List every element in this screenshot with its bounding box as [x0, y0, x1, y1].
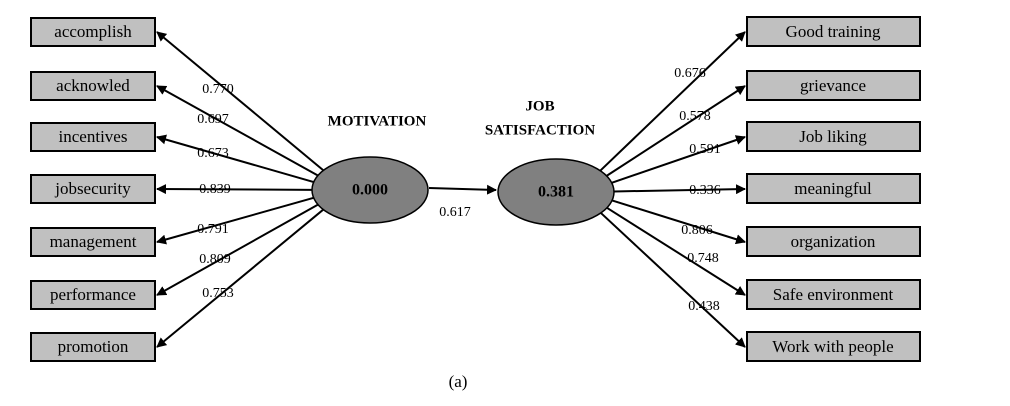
loading-value: 0.673	[197, 146, 229, 161]
loading-value: 0.676	[674, 66, 706, 81]
latent-value: 0.381	[538, 184, 574, 201]
indicator-box	[746, 16, 921, 47]
indicator-label: promotion	[58, 337, 129, 356]
loading-value: 0.748	[687, 251, 719, 266]
loading-value: 0.438	[688, 299, 720, 314]
loading-arrow	[613, 184, 746, 195]
indicator-label: Good training	[786, 22, 881, 41]
indicator-label: jobsecurity	[54, 179, 131, 198]
indicator-box	[30, 280, 156, 310]
caption: (a)	[449, 372, 468, 391]
latent-title: SATISFACTION	[485, 122, 595, 138]
latent-title: JOB	[525, 98, 554, 114]
loading-arrow	[606, 85, 746, 177]
loading-arrow	[156, 85, 319, 177]
indicator-label: acknowled	[56, 76, 130, 95]
latent-motivation	[311, 156, 429, 224]
indicator-box	[746, 121, 921, 152]
loading-arrow	[156, 203, 319, 296]
path-coefficient: 0.617	[439, 205, 471, 220]
indicator-box	[746, 331, 921, 362]
indicator-label: Work with people	[772, 337, 893, 356]
indicator-box	[30, 332, 156, 362]
indicator-label: management	[50, 232, 137, 251]
latent-title: MOTIVATION	[328, 113, 427, 129]
structural-arrow	[428, 184, 497, 195]
loading-value: 0.770	[202, 82, 234, 97]
loading-arrow	[156, 196, 314, 245]
loading-arrow	[156, 134, 314, 183]
loading-arrow	[600, 212, 746, 348]
arrows	[156, 31, 746, 348]
indicator-box	[746, 279, 921, 310]
indicator-label: performance	[50, 285, 136, 304]
indicator-box	[30, 71, 156, 101]
loading-value: 0.809	[199, 252, 231, 267]
indicator-label: accomplish	[54, 22, 132, 41]
loading-arrow	[156, 31, 325, 172]
indicator-box	[746, 70, 921, 101]
loading-value: 0.839	[199, 182, 231, 197]
latent-value: 0.000	[352, 182, 388, 199]
indicator-box	[30, 122, 156, 152]
indicator-box	[30, 227, 156, 257]
loading-value: 0.753	[202, 286, 234, 301]
latent-job-satisfaction	[497, 158, 615, 226]
indicator-label: Safe environment	[773, 285, 894, 304]
loading-arrow	[599, 31, 746, 172]
loading-value: 0.806	[681, 223, 713, 238]
loading-arrow	[156, 184, 313, 195]
indicator-label: organization	[791, 232, 876, 251]
indicator-box	[30, 174, 156, 204]
loading-value: 0.591	[689, 142, 721, 157]
loading-arrow	[611, 199, 746, 245]
loading-value: 0.336	[689, 183, 721, 198]
indicator-box	[746, 226, 921, 257]
indicator-box	[30, 17, 156, 47]
indicator-label: meaningful	[794, 179, 872, 198]
loading-arrow	[606, 206, 746, 296]
loading-value: 0.578	[679, 109, 711, 124]
indicator-label: Job liking	[799, 127, 867, 146]
loading-arrow	[156, 208, 324, 348]
loading-arrow	[611, 135, 746, 184]
loading-value: 0.697	[197, 112, 229, 127]
indicator-box	[746, 173, 921, 204]
indicator-label: incentives	[59, 127, 128, 146]
indicator-label: grievance	[800, 76, 866, 95]
loading-value: 0.791	[197, 222, 229, 237]
